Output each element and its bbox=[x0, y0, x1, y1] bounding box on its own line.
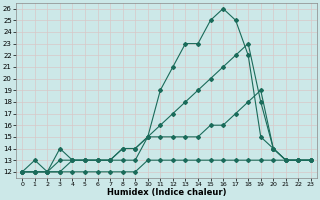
X-axis label: Humidex (Indice chaleur): Humidex (Indice chaleur) bbox=[107, 188, 226, 197]
